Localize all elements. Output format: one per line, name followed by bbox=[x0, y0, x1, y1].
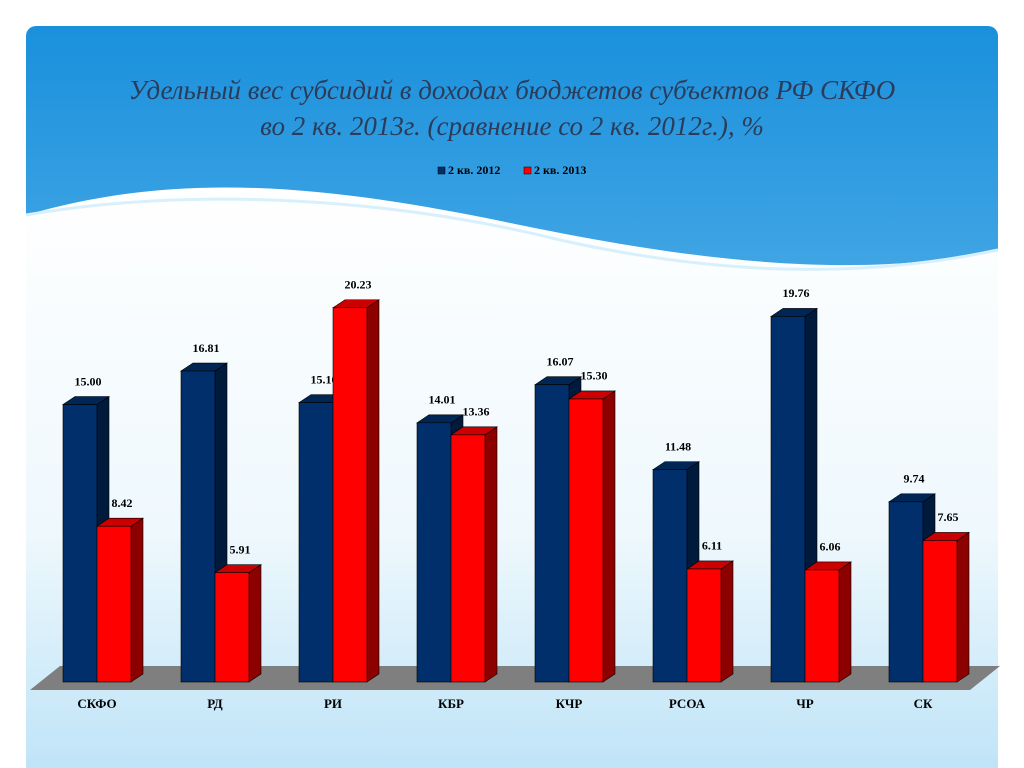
bar-front bbox=[888, 501, 924, 683]
data-label: 7.65 bbox=[938, 510, 959, 524]
bar bbox=[922, 531, 970, 683]
bar-front bbox=[568, 398, 604, 683]
bar-side bbox=[248, 564, 262, 683]
bar-front bbox=[62, 404, 98, 683]
bar-front bbox=[922, 540, 958, 683]
bar-front bbox=[450, 434, 486, 683]
wave-line bbox=[25, 197, 999, 271]
data-label: 15.10 bbox=[311, 372, 338, 386]
data-label: 5.91 bbox=[230, 542, 251, 556]
data-label: 15.00 bbox=[75, 374, 102, 388]
bar-front bbox=[298, 402, 334, 683]
data-label: 9.74 bbox=[904, 472, 925, 486]
x-tick-label: КБР bbox=[438, 696, 464, 711]
bar bbox=[96, 517, 144, 683]
bar-side bbox=[366, 299, 380, 683]
data-label: 6.06 bbox=[820, 540, 841, 554]
bar-front bbox=[652, 469, 688, 683]
x-tick-label: СКФО bbox=[77, 696, 116, 711]
data-label: 14.01 bbox=[429, 393, 456, 407]
bar-side bbox=[956, 531, 970, 683]
bar-front bbox=[534, 384, 570, 683]
data-label: 11.48 bbox=[665, 439, 691, 453]
bar-side bbox=[130, 517, 144, 683]
title-line: Удельный вес субсидий в доходах бюджетов… bbox=[129, 75, 896, 105]
bar-front bbox=[686, 568, 722, 683]
bar-side bbox=[484, 426, 498, 683]
bar-side bbox=[838, 561, 852, 683]
x-tick-label: ЧР bbox=[796, 696, 814, 711]
x-tick-label: КЧР bbox=[556, 696, 583, 711]
x-tick-label: РД bbox=[207, 696, 223, 711]
legend-label: 2 кв. 2013 bbox=[534, 163, 586, 177]
bar bbox=[686, 560, 734, 683]
data-label: 8.42 bbox=[112, 496, 133, 510]
bar-front bbox=[770, 316, 806, 683]
bar-front bbox=[804, 569, 840, 683]
data-label: 16.81 bbox=[193, 341, 220, 355]
bar bbox=[568, 390, 616, 683]
bar-side bbox=[720, 560, 734, 683]
title-line: во 2 кв. 2013г. (сравнение со 2 кв. 2012… bbox=[260, 111, 764, 141]
bar-front bbox=[416, 422, 452, 683]
data-label: 15.30 bbox=[581, 369, 608, 383]
bar bbox=[804, 561, 852, 683]
floor bbox=[30, 666, 1000, 690]
legend-label: 2 кв. 2012 bbox=[448, 163, 500, 177]
wave bbox=[26, 187, 998, 768]
bar-front bbox=[96, 525, 132, 683]
bar-side bbox=[602, 390, 616, 683]
bar bbox=[450, 426, 498, 683]
bar bbox=[332, 299, 380, 683]
legend-swatch bbox=[523, 166, 532, 175]
x-tick-label: СК bbox=[914, 696, 933, 711]
bar-front bbox=[214, 572, 250, 683]
bar-front bbox=[180, 370, 216, 683]
x-tick-label: РСОА bbox=[669, 696, 706, 711]
bar bbox=[214, 564, 262, 683]
data-label: 6.11 bbox=[702, 539, 722, 553]
bar-front bbox=[332, 307, 368, 683]
data-label: 19.76 bbox=[783, 286, 810, 300]
data-label: 13.36 bbox=[463, 405, 490, 419]
x-tick-label: РИ bbox=[324, 696, 342, 711]
data-label: 16.07 bbox=[547, 354, 574, 368]
legend-swatch bbox=[437, 166, 446, 175]
data-label: 20.23 bbox=[345, 277, 372, 291]
